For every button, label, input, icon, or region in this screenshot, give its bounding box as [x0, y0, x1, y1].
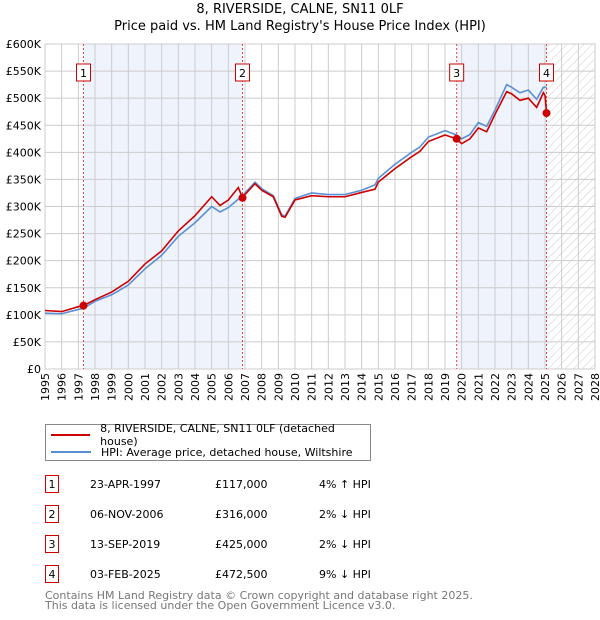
sale-point	[238, 193, 247, 202]
x-tick-label: 2020	[456, 373, 469, 401]
sale-date: 03-FEB-2025	[90, 568, 161, 581]
x-tick-label: 2013	[339, 373, 352, 401]
sale-badge-label: 1	[80, 67, 87, 80]
x-tick-label: 2012	[322, 373, 335, 401]
sale-hpi-diff: 4% ↑ HPI	[319, 478, 371, 491]
y-tick-label: £150K	[6, 282, 42, 295]
sale-badge	[449, 63, 465, 82]
y-tick-label: £350K	[6, 173, 42, 186]
property-price-line	[44, 90, 548, 313]
legend: 8, RIVERSIDE, CALNE, SN11 0LF (detached …	[45, 422, 371, 461]
hpi-line	[44, 83, 547, 315]
sale-price: £425,000	[215, 538, 268, 551]
sale-hpi-diff: 9% ↓ HPI	[319, 568, 371, 581]
sale-badge	[76, 63, 91, 82]
sale-row: 4 03-FEB-2025 £472,500 9% ↓ HPI	[45, 565, 405, 585]
x-tick-label: 1996	[56, 373, 69, 401]
sale-point	[542, 109, 551, 118]
sale-point	[452, 134, 461, 143]
x-tick-label: 2001	[139, 373, 152, 401]
y-tick-label: £500K	[6, 92, 42, 105]
sale-badge: 3	[45, 535, 59, 553]
x-tick-label: 2028	[589, 373, 600, 401]
sale-row: 2 06-NOV-2006 £316,000 2% ↓ HPI	[45, 505, 405, 525]
sale-price: £316,000	[215, 508, 268, 521]
sale-date: 06-NOV-2006	[90, 508, 164, 521]
y-tick-label: £550K	[6, 65, 42, 78]
x-tick-label: 2025	[539, 373, 552, 401]
legend-item-hpi: HPI: Average price, detached house, Wilt…	[51, 444, 353, 460]
x-tick-label: 2023	[506, 373, 519, 401]
y-tick-label: £300K	[6, 201, 42, 214]
sale-price: £117,000	[215, 478, 268, 491]
plot-border	[44, 43, 596, 370]
x-tick-label: 2022	[489, 373, 502, 401]
x-tick-label: 2002	[156, 373, 169, 401]
sale-badge-label: 3	[453, 67, 460, 80]
x-tick-label: 2014	[356, 373, 369, 401]
chart-title: 8, RIVERSIDE, CALNE, SN11 0LF	[196, 2, 404, 17]
x-tick-label: 2011	[306, 373, 319, 401]
sale-hpi-diff: 2% ↓ HPI	[319, 538, 371, 551]
x-tick-label: 2009	[272, 373, 285, 401]
sale-badge-label: 4	[543, 67, 550, 80]
sale-date: 23-APR-1997	[90, 478, 162, 491]
x-tick-label: 2026	[556, 373, 569, 401]
chart-subtitle: Price paid vs. HM Land Registry's House …	[114, 19, 486, 34]
x-tick-label: 1999	[106, 373, 119, 401]
sale-badge: 4	[45, 565, 59, 583]
sale-point	[79, 301, 88, 310]
x-tick-label: 2008	[256, 373, 269, 401]
footer-licence: This data is licensed under the Open Gov…	[45, 599, 396, 612]
sale-date: 13-SEP-2019	[90, 538, 161, 551]
x-tick-label: 2015	[372, 373, 385, 401]
legend-label: HPI: Average price, detached house, Wilt…	[101, 445, 353, 459]
sale-hpi-diff: 2% ↓ HPI	[319, 508, 371, 521]
footer-copyright: Contains HM Land Registry data © Crown c…	[45, 589, 473, 602]
y-tick-label: £100K	[6, 309, 42, 322]
x-tick-label: 2027	[572, 373, 585, 401]
x-tick-label: 1998	[89, 373, 102, 401]
sale-price: £472,500	[215, 568, 268, 581]
x-tick-label: 2007	[239, 373, 252, 401]
x-tick-label: 2005	[206, 373, 219, 401]
x-tick-label: 2003	[172, 373, 185, 401]
x-tick-label: 2021	[472, 373, 485, 401]
y-tick-label: £600K	[6, 38, 42, 51]
x-tick-label: 2019	[439, 373, 452, 401]
y-tick-label: £450K	[6, 119, 42, 132]
legend-line-red	[51, 434, 91, 436]
x-tick-label: 2018	[422, 373, 435, 401]
y-tick-label: £0	[27, 363, 41, 376]
sale-badge: 1	[45, 475, 59, 493]
sale-row: 1 23-APR-1997 £117,000 4% ↑ HPI	[45, 475, 405, 495]
sale-badge	[539, 63, 554, 82]
y-tick-label: £250K	[6, 228, 42, 241]
legend-item-property: 8, RIVERSIDE, CALNE, SN11 0LF (detached …	[51, 422, 370, 448]
sale-row: 3 13-SEP-2019 £425,000 2% ↓ HPI	[45, 535, 405, 555]
x-tick-label: 1995	[39, 373, 52, 401]
x-tick-label: 1997	[72, 373, 85, 401]
legend-label: 8, RIVERSIDE, CALNE, SN11 0LF (detached …	[100, 422, 335, 448]
x-tick-label: 2017	[406, 373, 419, 401]
sale-badge-label: 2	[239, 67, 246, 80]
x-tick-label: 2004	[189, 373, 202, 401]
sale-badge: 2	[45, 505, 59, 523]
x-tick-label: 2016	[389, 373, 402, 401]
x-tick-label: 2024	[522, 373, 535, 401]
x-tick-label: 2010	[289, 373, 302, 401]
x-tick-label: 2000	[122, 373, 135, 401]
y-tick-label: £50K	[13, 336, 42, 349]
legend-line-blue	[51, 451, 91, 453]
y-tick-label: £200K	[6, 255, 42, 268]
sale-badge	[235, 63, 250, 82]
price-chart: 1995 1996 1997 1998 1999 2000 2001 2002 2003 2004…	[6, 38, 600, 401]
y-tick-label: £400K	[6, 146, 42, 159]
x-tick-label: 2006	[222, 373, 235, 401]
